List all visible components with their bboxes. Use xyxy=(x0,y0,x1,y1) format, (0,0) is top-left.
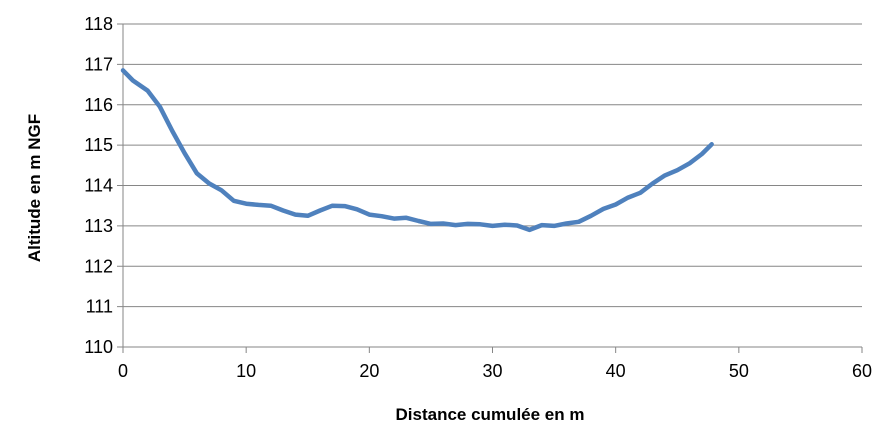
axes xyxy=(117,23,863,353)
tick-labels: 110 111 112 113 114 115 116 117 118 0 10 20 30 40 50 60 xyxy=(84,14,872,381)
series-line xyxy=(120,68,714,233)
y-tick-label: 112 xyxy=(84,256,113,276)
series-layer xyxy=(120,68,714,233)
x-tick-label: 40 xyxy=(606,361,626,381)
x-tick-label: 0 xyxy=(118,361,128,381)
x-tick-label: 10 xyxy=(236,361,256,381)
x-tick-label: 60 xyxy=(852,361,872,381)
y-tick-label: 117 xyxy=(84,54,113,74)
y-tick-label: 113 xyxy=(84,216,113,236)
y-tick-label: 118 xyxy=(84,14,113,34)
x-tick-label: 50 xyxy=(729,361,749,381)
x-axis-title: Distance cumulée en m xyxy=(396,405,585,424)
y-axis-title: Altitude en m NGF xyxy=(25,114,44,262)
y-tick-label: 115 xyxy=(84,135,113,155)
y-tick-label: 116 xyxy=(84,95,113,115)
y-tick-label: 111 xyxy=(86,297,113,317)
y-tick-label: 110 xyxy=(84,337,113,357)
gridlines xyxy=(123,23,862,308)
x-tick-label: 30 xyxy=(482,361,502,381)
x-tick-label: 20 xyxy=(359,361,379,381)
y-tick-label: 114 xyxy=(84,176,113,196)
